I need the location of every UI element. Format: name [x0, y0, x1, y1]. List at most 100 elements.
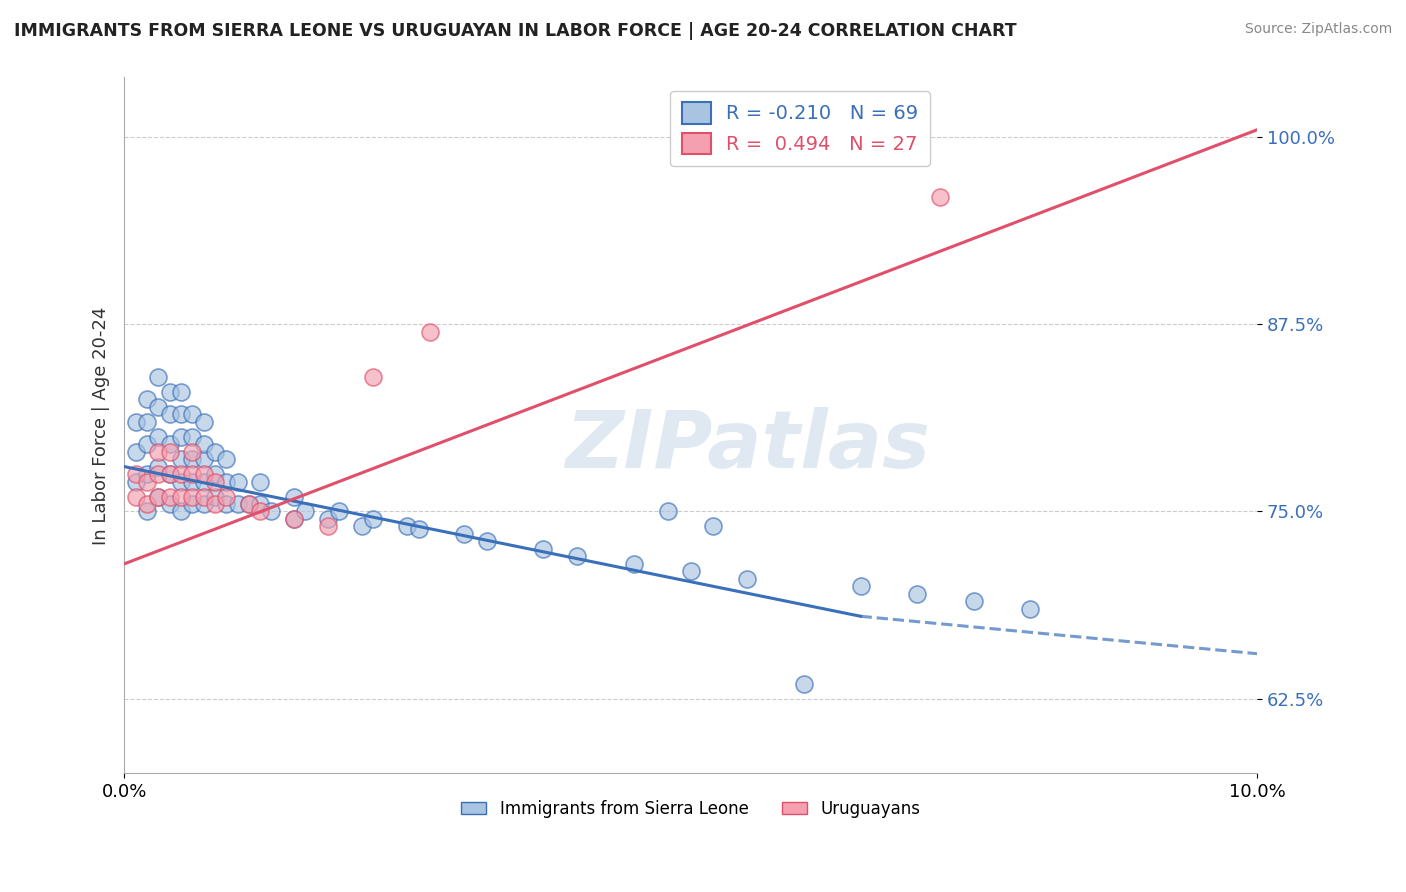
Point	[135, 437, 157, 451]
Point	[170, 467, 193, 481]
Point	[419, 325, 441, 339]
Point	[159, 497, 181, 511]
Point	[226, 475, 249, 489]
Point	[148, 444, 170, 458]
Point	[316, 512, 339, 526]
Point	[283, 490, 305, 504]
Point	[181, 430, 204, 444]
Point	[249, 504, 271, 518]
Point	[928, 190, 950, 204]
Point	[159, 467, 181, 481]
Point	[181, 490, 204, 504]
Point	[124, 475, 146, 489]
Point	[215, 490, 238, 504]
Point	[135, 497, 157, 511]
Text: ZIPatlas: ZIPatlas	[565, 408, 929, 485]
Point	[181, 497, 204, 511]
Point	[363, 369, 385, 384]
Point	[204, 475, 226, 489]
Point	[238, 497, 260, 511]
Point	[283, 512, 305, 526]
Point	[170, 490, 193, 504]
Point	[148, 459, 170, 474]
Point	[159, 384, 181, 399]
Point	[159, 490, 181, 504]
Point	[204, 490, 226, 504]
Point	[159, 467, 181, 481]
Point	[204, 444, 226, 458]
Point	[148, 369, 170, 384]
Point	[226, 497, 249, 511]
Point	[181, 475, 204, 489]
Point	[567, 549, 589, 564]
Point	[170, 407, 193, 421]
Point	[181, 407, 204, 421]
Y-axis label: In Labor Force | Age 20-24: In Labor Force | Age 20-24	[93, 306, 110, 545]
Point	[249, 497, 271, 511]
Point	[215, 497, 238, 511]
Point	[148, 467, 170, 481]
Point	[735, 572, 758, 586]
Point	[124, 490, 146, 504]
Point	[531, 541, 554, 556]
Point	[159, 437, 181, 451]
Point	[193, 475, 215, 489]
Point	[135, 475, 157, 489]
Point	[148, 430, 170, 444]
Point	[135, 415, 157, 429]
Point	[135, 504, 157, 518]
Point	[294, 504, 316, 518]
Point	[181, 444, 204, 458]
Point	[363, 512, 385, 526]
Point	[204, 497, 226, 511]
Point	[170, 504, 193, 518]
Point	[249, 475, 271, 489]
Legend: Immigrants from Sierra Leone, Uruguayans: Immigrants from Sierra Leone, Uruguayans	[454, 793, 927, 824]
Point	[215, 475, 238, 489]
Point	[159, 444, 181, 458]
Point	[283, 512, 305, 526]
Point	[181, 467, 204, 481]
Point	[135, 467, 157, 481]
Point	[623, 557, 645, 571]
Point	[352, 519, 374, 533]
Text: Source: ZipAtlas.com: Source: ZipAtlas.com	[1244, 22, 1392, 37]
Point	[849, 579, 872, 593]
Point	[170, 452, 193, 467]
Point	[238, 497, 260, 511]
Point	[193, 452, 215, 467]
Point	[170, 430, 193, 444]
Point	[328, 504, 350, 518]
Point	[124, 444, 146, 458]
Point	[193, 497, 215, 511]
Point	[193, 437, 215, 451]
Point	[148, 400, 170, 414]
Point	[905, 587, 928, 601]
Point	[159, 407, 181, 421]
Point	[124, 415, 146, 429]
Point	[679, 565, 702, 579]
Point	[148, 490, 170, 504]
Point	[453, 527, 475, 541]
Point	[657, 504, 679, 518]
Point	[260, 504, 283, 518]
Point	[148, 490, 170, 504]
Point	[1019, 601, 1042, 615]
Point	[170, 384, 193, 399]
Point	[396, 519, 419, 533]
Point	[702, 519, 724, 533]
Point	[135, 392, 157, 407]
Point	[124, 467, 146, 481]
Point	[181, 452, 204, 467]
Point	[193, 467, 215, 481]
Point	[170, 475, 193, 489]
Point	[193, 415, 215, 429]
Point	[316, 519, 339, 533]
Point	[215, 452, 238, 467]
Point	[793, 676, 815, 690]
Point	[408, 523, 430, 537]
Point	[475, 534, 498, 549]
Point	[963, 594, 986, 608]
Point	[193, 490, 215, 504]
Point	[204, 467, 226, 481]
